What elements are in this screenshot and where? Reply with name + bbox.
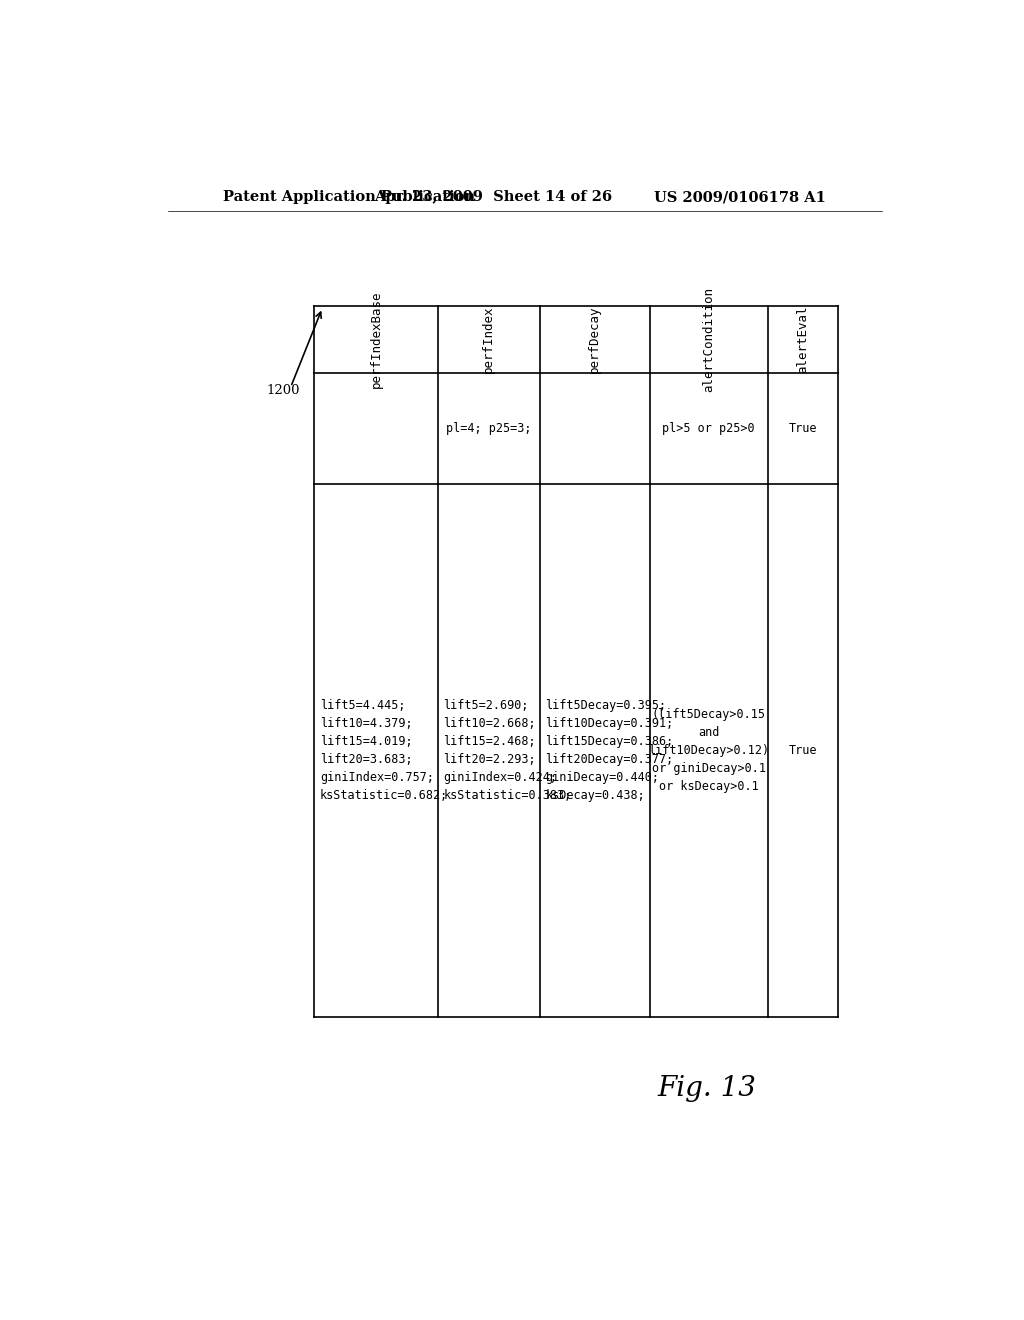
- Text: True: True: [788, 744, 817, 756]
- Text: lift5=4.445;
lift10=4.379;
lift15=4.019;
lift20=3.683;
giniIndex=0.757;
ksStatis: lift5=4.445; lift10=4.379; lift15=4.019;…: [321, 700, 449, 803]
- Text: US 2009/0106178 A1: US 2009/0106178 A1: [654, 190, 826, 205]
- Text: perfIndexBase: perfIndexBase: [370, 290, 383, 388]
- Text: perfDecay: perfDecay: [588, 306, 601, 374]
- Text: Fig. 13: Fig. 13: [657, 1074, 757, 1102]
- Text: True: True: [788, 422, 817, 436]
- Text: lift5=2.690;
lift10=2.668;
lift15=2.468;
lift20=2.293;
giniIndex=0.424;
ksStatis: lift5=2.690; lift10=2.668; lift15=2.468;…: [443, 700, 571, 803]
- Text: Apr. 23, 2009  Sheet 14 of 26: Apr. 23, 2009 Sheet 14 of 26: [374, 190, 612, 205]
- Text: alertEval: alertEval: [797, 306, 809, 374]
- Text: pl>5 or p25>0: pl>5 or p25>0: [663, 422, 755, 436]
- Text: perfIndex: perfIndex: [482, 306, 496, 374]
- Text: pl=4; p25=3;: pl=4; p25=3;: [445, 422, 531, 436]
- Text: alertCondition: alertCondition: [702, 286, 715, 392]
- Text: (lift5Decay>0.15
and
lift10Decay>0.12)
or giniDecay>0.1
or ksDecay>0.1: (lift5Decay>0.15 and lift10Decay>0.12) o…: [648, 708, 769, 793]
- Text: lift5Decay=0.395;
lift10Decay=0.391;
lift15Decay=0.386;
lift20Decay=0.377;
giniD: lift5Decay=0.395; lift10Decay=0.391; lif…: [545, 700, 674, 803]
- Text: 1200: 1200: [267, 384, 300, 396]
- Text: Patent Application Publication: Patent Application Publication: [223, 190, 475, 205]
